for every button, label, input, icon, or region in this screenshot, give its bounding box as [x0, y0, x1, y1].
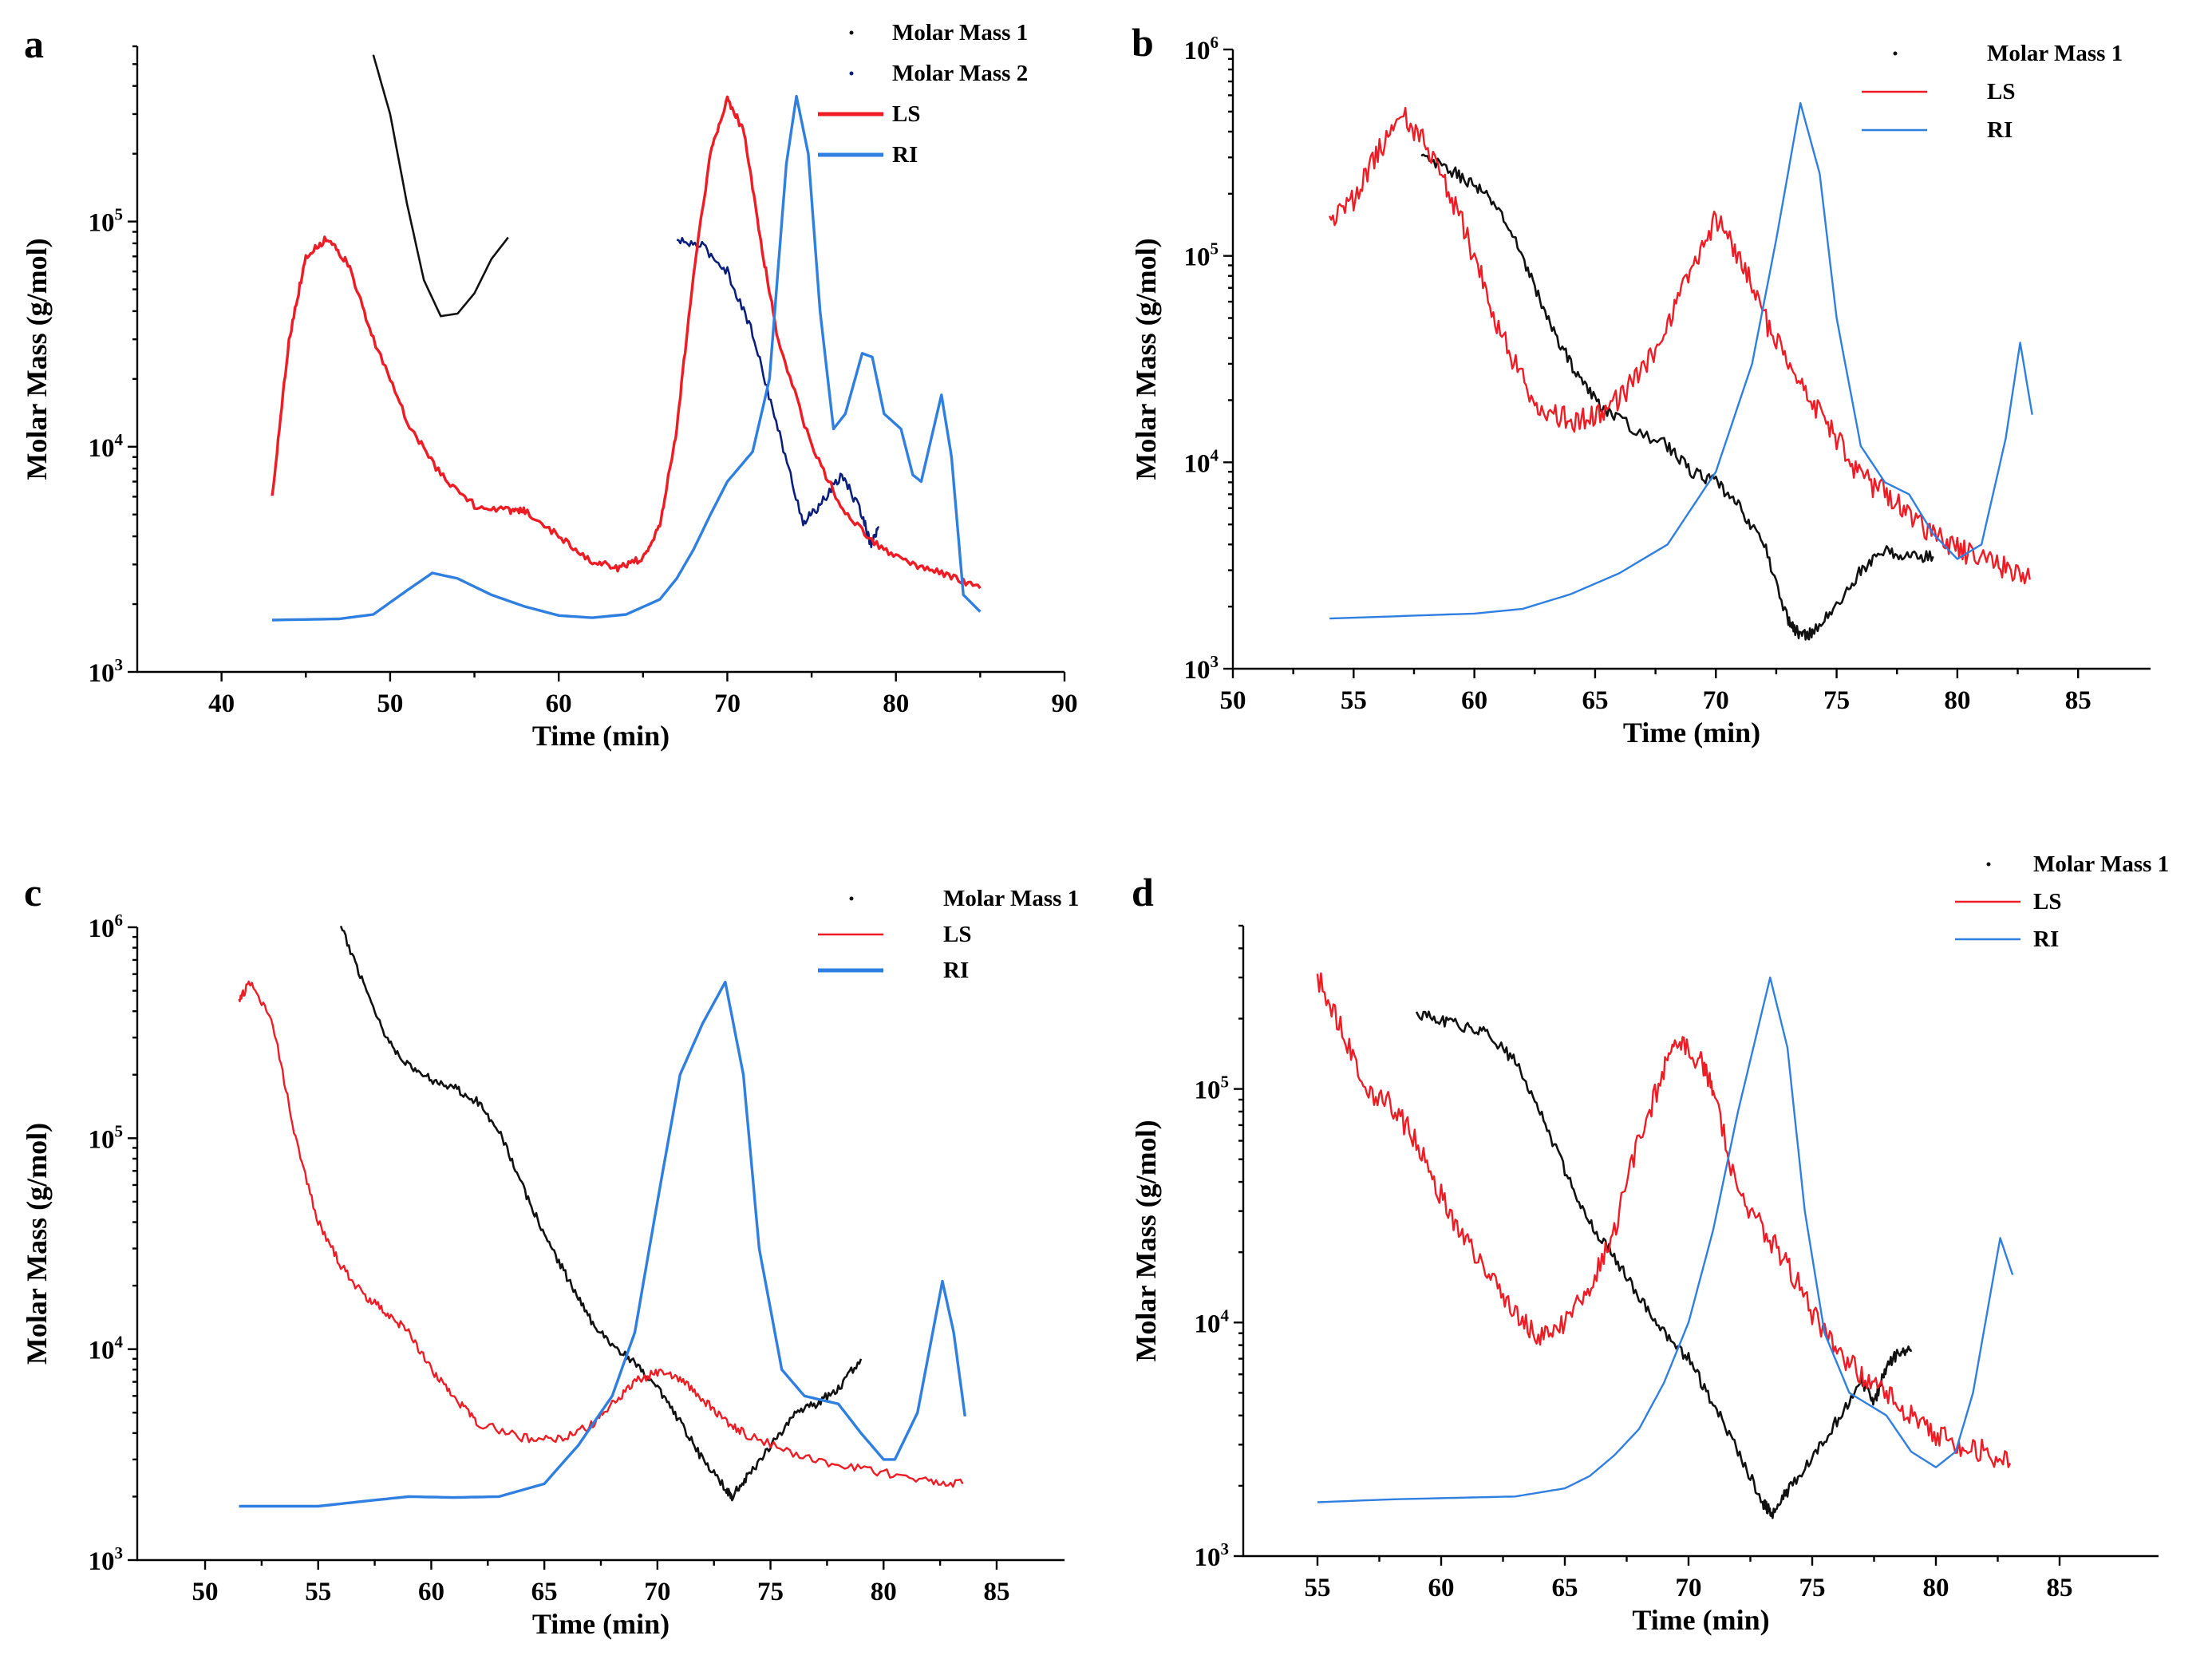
y-axis-title: Molar Mass (g/mol) [1130, 1120, 1162, 1361]
y-axis-title: Molar Mass (g/mol) [1130, 238, 1162, 480]
x-tick-label: 70 [644, 1578, 670, 1606]
legend-label: LS [2033, 889, 2061, 915]
y-axis-title: Molar Mass (g/mol) [21, 238, 53, 480]
x-tick-label: 55 [1305, 1574, 1331, 1602]
x-tick-label: 50 [1220, 686, 1246, 715]
x-tick-label: 60 [418, 1578, 444, 1606]
y-tick-label: 106 [1184, 33, 1219, 65]
legend-label: RI [892, 142, 918, 168]
x-tick-label: 40 [208, 689, 235, 718]
x-tick-label: 75 [1823, 686, 1850, 715]
series-line-ls [1316, 972, 2012, 1468]
legend-marker [849, 30, 854, 35]
x-tick-label: 70 [1703, 686, 1729, 715]
legend-label: Molar Mass 1 [892, 20, 1028, 45]
y-tick-label: 105 [89, 1121, 124, 1154]
series-line-molar-mass-1 [1420, 153, 1934, 641]
y-tick-label: 105 [1195, 1073, 1230, 1105]
series-line-ls [238, 980, 964, 1488]
chart-panel-d: d 55 60 65 70 75 80 85 103 104 105 Time (min) Molar … [1130, 851, 2169, 1636]
y-axis-title: Molar Mass (g/mol) [21, 1123, 53, 1365]
x-tick-label: 55 [1341, 686, 1367, 715]
legend-label: Molar Mass 1 [943, 886, 1079, 911]
legend-marker [1893, 51, 1898, 56]
panel-label: a [24, 22, 44, 66]
x-tick-label: 80 [1944, 686, 1970, 715]
series-line-ri [1317, 976, 2014, 1503]
x-tick-label: 60 [1428, 1574, 1455, 1602]
x-tick-label: 90 [1052, 689, 1078, 718]
y-tick-label: 104 [89, 1333, 124, 1365]
x-tick-label: 85 [983, 1578, 1009, 1606]
x-tick-label: 75 [757, 1578, 784, 1606]
x-tick-label: 60 [546, 689, 572, 718]
legend-marker [849, 896, 854, 901]
legend-label: RI [943, 958, 969, 983]
y-tick-label: 103 [1184, 652, 1219, 685]
panel-label: c [24, 870, 41, 915]
series-line-ri [271, 94, 982, 622]
y-tick-label: 104 [89, 430, 124, 463]
y-tick-label: 105 [1184, 239, 1219, 272]
panel-label: b [1132, 20, 1154, 65]
chart-panel-c: c 50 55 60 65 70 75 80 85 103 104 105 106 Time (min) M… [21, 870, 1079, 1640]
x-tick-label: 65 [1552, 1574, 1578, 1602]
x-tick-label: 80 [883, 689, 909, 718]
y-tick-label: 104 [1184, 445, 1219, 478]
series-line-ls [271, 95, 982, 590]
x-axis-title: Time (min) [1623, 717, 1760, 749]
x-tick-label: 65 [531, 1578, 558, 1606]
legend-marker [849, 71, 854, 76]
legend-label: LS [1987, 79, 2015, 105]
series-line-ri [239, 980, 966, 1508]
legend-label: RI [2033, 926, 2059, 952]
y-tick-label: 105 [89, 205, 124, 238]
x-axis-title: Time (min) [1632, 1604, 1769, 1636]
x-tick-label: 50 [192, 1578, 219, 1606]
y-tick-label: 106 [89, 911, 124, 943]
chart-panel-a: a 40 50 60 70 80 90 103 104 105 Time (min) Molar Ma… [21, 20, 1078, 752]
x-axis-title: Time (min) [532, 720, 670, 752]
x-tick-label: 50 [377, 689, 403, 718]
x-tick-label: 60 [1461, 686, 1487, 715]
series-line-molar-mass-2 [676, 236, 880, 549]
legend-label: Molar Mass 1 [2033, 851, 2169, 877]
legend-label: LS [943, 922, 971, 947]
legend-marker [1986, 862, 1991, 867]
series-line-molar-mass-1 [372, 54, 509, 318]
panel-label: d [1132, 870, 1154, 915]
legend-label: LS [892, 101, 920, 127]
x-tick-label: 65 [1582, 686, 1608, 715]
x-tick-label: 70 [1676, 1574, 1702, 1602]
x-tick-label: 70 [714, 689, 741, 718]
chart-panel-b: b 50 55 60 65 70 75 80 85 103 104 105 106 Time (min) M… [1130, 20, 2151, 749]
legend-label: Molar Mass 2 [892, 61, 1028, 86]
x-tick-label: 55 [305, 1578, 331, 1606]
y-tick-label: 103 [1195, 1539, 1230, 1572]
x-axis-title: Time (min) [532, 1608, 670, 1640]
legend-label: RI [1987, 117, 2013, 143]
x-tick-label: 80 [1923, 1574, 1949, 1602]
y-tick-label: 104 [1195, 1306, 1230, 1338]
series-line-ls [1329, 106, 2031, 585]
x-tick-label: 75 [1799, 1574, 1826, 1602]
series-line-ri [1329, 101, 2033, 620]
x-tick-label: 85 [2065, 686, 2092, 715]
x-tick-label: 85 [2047, 1574, 2073, 1602]
y-tick-label: 103 [89, 655, 124, 688]
y-tick-label: 103 [89, 1543, 124, 1576]
x-tick-label: 80 [871, 1578, 897, 1606]
legend-label: Molar Mass 1 [1987, 41, 2123, 66]
